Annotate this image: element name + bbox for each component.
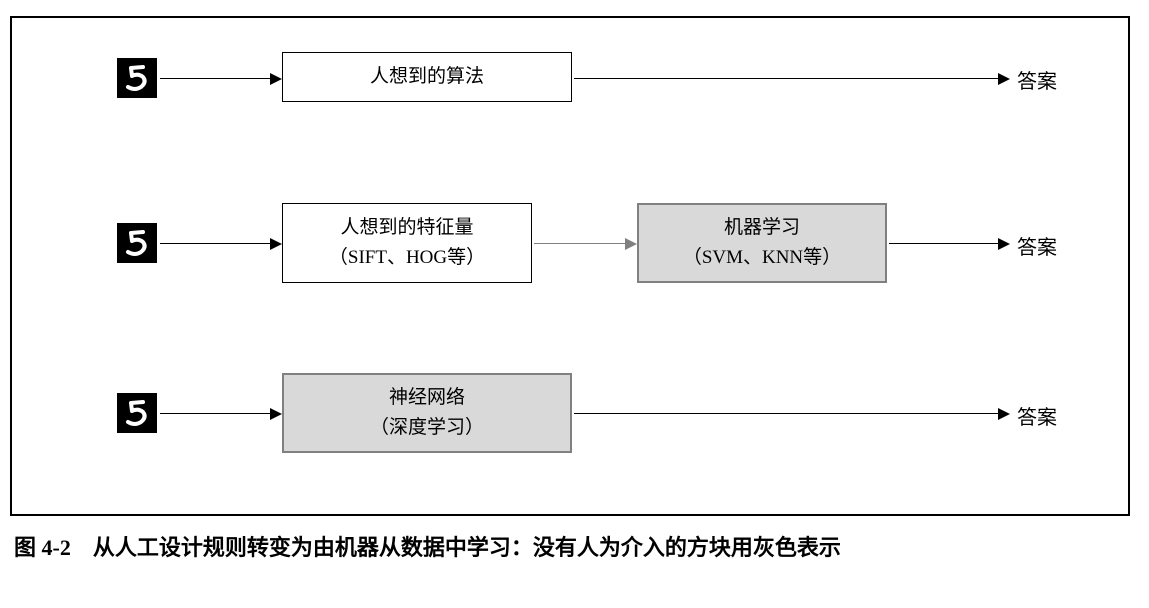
box-line: 机器学习 <box>724 213 800 243</box>
box-line: （SIFT、HOG等） <box>329 243 485 273</box>
caption-text: 从人工设计规则转变为由机器从数据中学习：没有人为介入的方块用灰色表示 <box>93 535 841 560</box>
answer-label: 答案 <box>1017 65 1057 94</box>
arrow-head-icon <box>998 73 1010 85</box>
box-line: 人想到的算法 <box>370 62 484 92</box>
box-line: 神经网络 <box>389 383 465 413</box>
arrow-head-icon <box>270 238 282 250</box>
digit-5-icon <box>117 58 157 98</box>
arrow-head-icon <box>625 238 637 250</box>
answer-label: 答案 <box>1017 231 1057 260</box>
answer-label: 答案 <box>1017 401 1057 430</box>
arrow <box>160 78 272 79</box>
arrow-head-icon <box>998 408 1010 420</box>
arrow <box>160 243 272 244</box>
arrow-head-icon <box>270 408 282 420</box>
diagram-frame: 人想到的算法人想到的特征量（SIFT、HOG等） 机器学习（SVM、KNN等） 神经… <box>10 16 1130 516</box>
box-line: （深度学习） <box>370 413 484 443</box>
arrow <box>160 413 272 414</box>
arrow <box>574 413 1000 414</box>
digit-5-icon <box>117 223 157 263</box>
arrow <box>889 243 1000 244</box>
caption-label: 图 4-2 <box>14 535 71 560</box>
arrow <box>534 243 627 244</box>
flow-box-row3_b1: 神经网络（深度学习） <box>282 373 572 453</box>
flow-box-row1_b1: 人想到的算法 <box>282 52 572 102</box>
flow-box-row2_b2: 机器学习（SVM、KNN等） <box>637 203 887 283</box>
flow-box-row2_b1: 人想到的特征量（SIFT、HOG等） <box>282 203 532 283</box>
figure-caption: 图 4-2 从人工设计规则转变为由机器从数据中学习：没有人为介入的方块用灰色表示 <box>14 530 1139 562</box>
arrow-head-icon <box>270 73 282 85</box>
box-line: 人想到的特征量 <box>340 213 473 243</box>
arrow <box>574 78 1000 79</box>
digit-5-icon <box>117 393 157 433</box>
box-line: （SVM、KNN等） <box>683 243 841 273</box>
arrow-head-icon <box>998 238 1010 250</box>
